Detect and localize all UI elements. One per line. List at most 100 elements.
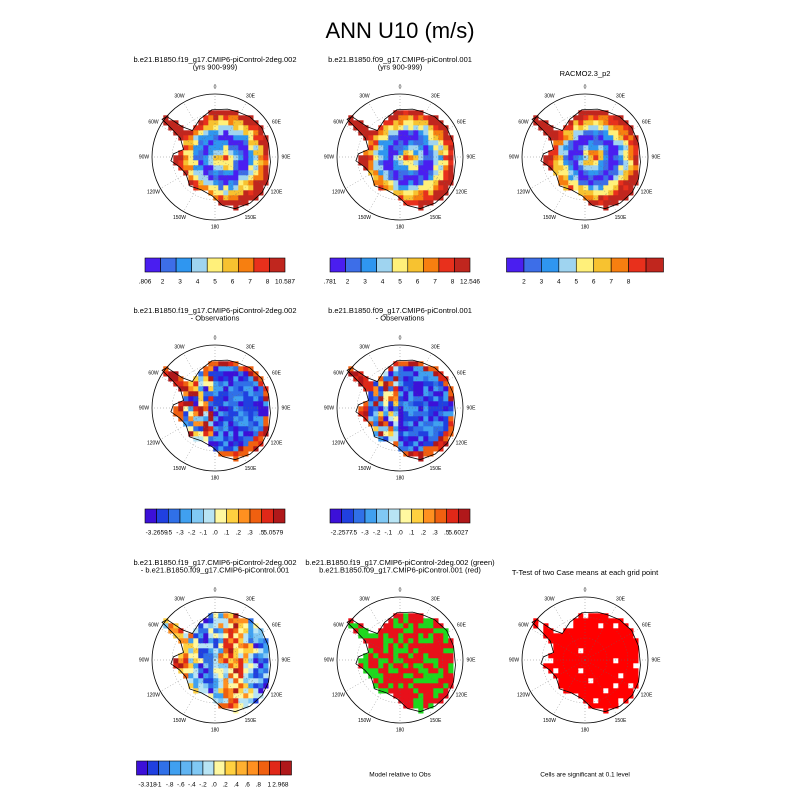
map-cell xyxy=(603,125,609,131)
map-cell xyxy=(233,708,239,714)
map-cell xyxy=(398,130,404,136)
map-cell xyxy=(578,150,584,156)
map-cell xyxy=(613,663,619,669)
map-cell xyxy=(408,190,414,196)
map-cell xyxy=(558,633,564,639)
map-cell xyxy=(403,446,409,452)
map-cell xyxy=(368,135,374,141)
map-cell xyxy=(243,693,249,699)
map-cell xyxy=(608,130,614,136)
map-cell xyxy=(238,130,244,136)
map-cell xyxy=(568,623,574,629)
panel-title: b.e21.B1850.f19_g17.CMIP6-piControl-2deg… xyxy=(305,558,495,567)
colorbar-box xyxy=(191,760,204,776)
map-cell xyxy=(238,125,244,131)
map-cell xyxy=(443,130,449,136)
map-cell xyxy=(598,688,604,694)
map-cell xyxy=(213,698,219,704)
map-cell xyxy=(248,431,254,437)
map-cell xyxy=(243,391,249,397)
map-cell xyxy=(208,130,214,136)
map-cell xyxy=(413,160,419,166)
map-cell xyxy=(398,663,404,669)
map-cell xyxy=(633,145,639,151)
map-cell xyxy=(213,175,219,181)
colorbar-box xyxy=(269,760,281,776)
map-cell xyxy=(398,678,404,684)
map-cell xyxy=(388,376,394,382)
map-cell xyxy=(248,678,254,684)
map-cell xyxy=(423,165,429,171)
map-cell xyxy=(238,668,244,674)
map-cell xyxy=(248,175,254,181)
map-cell xyxy=(213,688,219,694)
map-cell xyxy=(438,648,444,654)
map-cell xyxy=(203,406,209,412)
map-cell xyxy=(193,125,199,131)
map-cell xyxy=(393,145,399,151)
map-cell xyxy=(388,628,394,634)
map-cell xyxy=(218,190,224,196)
map-cell xyxy=(393,638,399,644)
map-cell xyxy=(363,411,369,417)
map-cell xyxy=(613,703,619,709)
map-cell xyxy=(423,451,429,457)
map-cell xyxy=(618,185,624,191)
map-cell xyxy=(428,643,434,649)
map-cell xyxy=(393,185,399,191)
map-cell xyxy=(448,170,454,176)
map-cell xyxy=(208,115,214,121)
map-cell xyxy=(373,638,379,644)
map-cell xyxy=(428,406,434,412)
map-cell xyxy=(358,658,364,664)
longitude-label: 0 xyxy=(399,84,402,90)
longitude-label: 150E xyxy=(615,718,627,724)
map-cell xyxy=(213,396,219,402)
map-cell xyxy=(263,401,269,407)
map-cell xyxy=(233,693,239,699)
longitude-label: 30W xyxy=(174,94,185,100)
map-cell xyxy=(573,648,579,654)
map-cell xyxy=(423,381,429,387)
map-cell xyxy=(603,623,609,629)
map-cell xyxy=(633,663,639,669)
map-cell xyxy=(253,421,259,427)
map-cell xyxy=(563,663,569,669)
map-cell xyxy=(373,421,379,427)
panel-title: b.e21.B1850.f19_g17.CMIP6-piControl-2deg… xyxy=(133,558,296,567)
map-cell xyxy=(223,396,229,402)
map-cell xyxy=(228,426,234,432)
map-cell xyxy=(248,628,254,634)
map-cell xyxy=(238,195,244,201)
map-cell xyxy=(438,130,444,136)
longitude-label: 120W xyxy=(332,440,345,446)
map-cell xyxy=(433,638,439,644)
map-cell xyxy=(193,180,199,186)
map-cell xyxy=(228,366,234,372)
map-cell xyxy=(433,145,439,151)
map-cell xyxy=(553,170,559,176)
map-cell xyxy=(193,406,199,412)
map-cell xyxy=(373,668,379,674)
map-cell xyxy=(593,125,599,131)
map-cell xyxy=(183,416,189,422)
map-cell xyxy=(403,638,409,644)
map-cell xyxy=(413,638,419,644)
map-cell xyxy=(428,366,434,372)
map-cell xyxy=(588,633,594,639)
map-cell xyxy=(238,185,244,191)
longitude-label: 30W xyxy=(359,345,370,351)
map-cell xyxy=(208,140,214,146)
map-cell xyxy=(258,638,264,644)
map-cell xyxy=(223,618,229,624)
map-cell xyxy=(388,140,394,146)
colorbar-box xyxy=(169,760,182,776)
map-cell xyxy=(588,683,594,689)
map-cell xyxy=(218,401,224,407)
map-cell xyxy=(583,628,589,634)
map-cell xyxy=(573,135,579,141)
map-cell xyxy=(428,371,434,377)
map-cell xyxy=(413,446,419,452)
colorbar-label: .5 xyxy=(444,530,450,537)
map-cell xyxy=(198,688,204,694)
